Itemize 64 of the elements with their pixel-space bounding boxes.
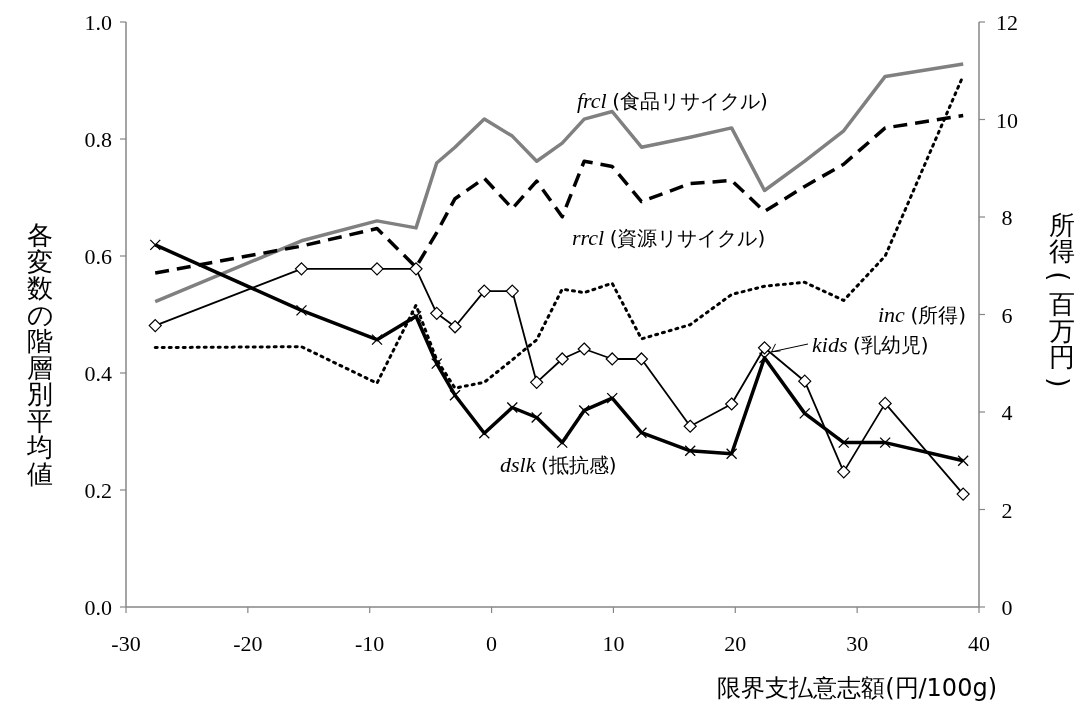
y2-tick-label: 2 [1001, 497, 1013, 523]
point [798, 374, 812, 388]
point [531, 411, 543, 424]
legend-label: kids (乳幼児) [812, 332, 929, 357]
y2-tick-label: 10 [996, 107, 1018, 133]
y-tick-label: 0.4 [84, 361, 112, 386]
point [757, 341, 772, 355]
point [725, 397, 739, 411]
point [448, 320, 462, 334]
x-tick-label: -10 [355, 631, 385, 656]
y-tick-label: 0.6 [84, 244, 112, 269]
point [634, 352, 649, 366]
point [430, 306, 444, 320]
series-label: rrcl (資源リサイクル) [572, 225, 766, 250]
point [683, 419, 697, 433]
series-label: dslk (抵抗感) [500, 452, 617, 477]
point [878, 396, 892, 411]
x-tick-label: 10 [602, 631, 625, 656]
point [505, 284, 519, 298]
point [410, 310, 422, 322]
x-tick-label: 0 [486, 631, 498, 656]
point [578, 404, 590, 417]
x-tick-label: -20 [233, 631, 263, 656]
point [725, 448, 738, 460]
point [149, 239, 161, 251]
y2-axis-title: 所得(百万円) [1044, 209, 1075, 388]
text: 各変数の階層別平均値 [26, 220, 54, 489]
point [635, 427, 648, 439]
x-tick-label: 40 [968, 631, 990, 656]
point [506, 401, 518, 414]
point [838, 436, 850, 449]
x-axis-title: 限界支払意志額(円/100g) [717, 674, 997, 702]
point [577, 342, 591, 356]
x-tick-label: 30 [846, 631, 869, 656]
y-tick-label: 1.0 [84, 10, 112, 35]
point [555, 352, 569, 366]
y-tick-label: 0.2 [84, 478, 112, 503]
y2-tick-label: 8 [1001, 205, 1013, 230]
x-tick-label: -30 [111, 631, 141, 656]
point [409, 262, 423, 276]
x-tick-label: 20 [724, 631, 747, 656]
point [295, 304, 308, 317]
point [684, 445, 696, 457]
point [956, 487, 970, 501]
y2-tick-label: 0 [1001, 595, 1013, 620]
point [605, 352, 619, 366]
y2-tick-label: 6 [1001, 302, 1013, 328]
point [879, 436, 891, 449]
y-tick-label: 0.8 [84, 127, 112, 152]
point [957, 455, 969, 467]
point [758, 352, 771, 364]
point [371, 334, 383, 346]
series-label: inc (所得) [878, 302, 966, 327]
point [837, 465, 851, 479]
y-tick-label: 0.0 [84, 595, 112, 620]
y2-tick-label: 4 [1001, 400, 1013, 425]
point [477, 284, 491, 298]
point [530, 375, 544, 389]
point [294, 262, 309, 276]
series-label: frcl (食品リサイクル) [577, 88, 768, 113]
point [148, 319, 162, 333]
point [449, 389, 461, 401]
point [370, 262, 384, 276]
y2-tick-label: 12 [996, 10, 1018, 35]
